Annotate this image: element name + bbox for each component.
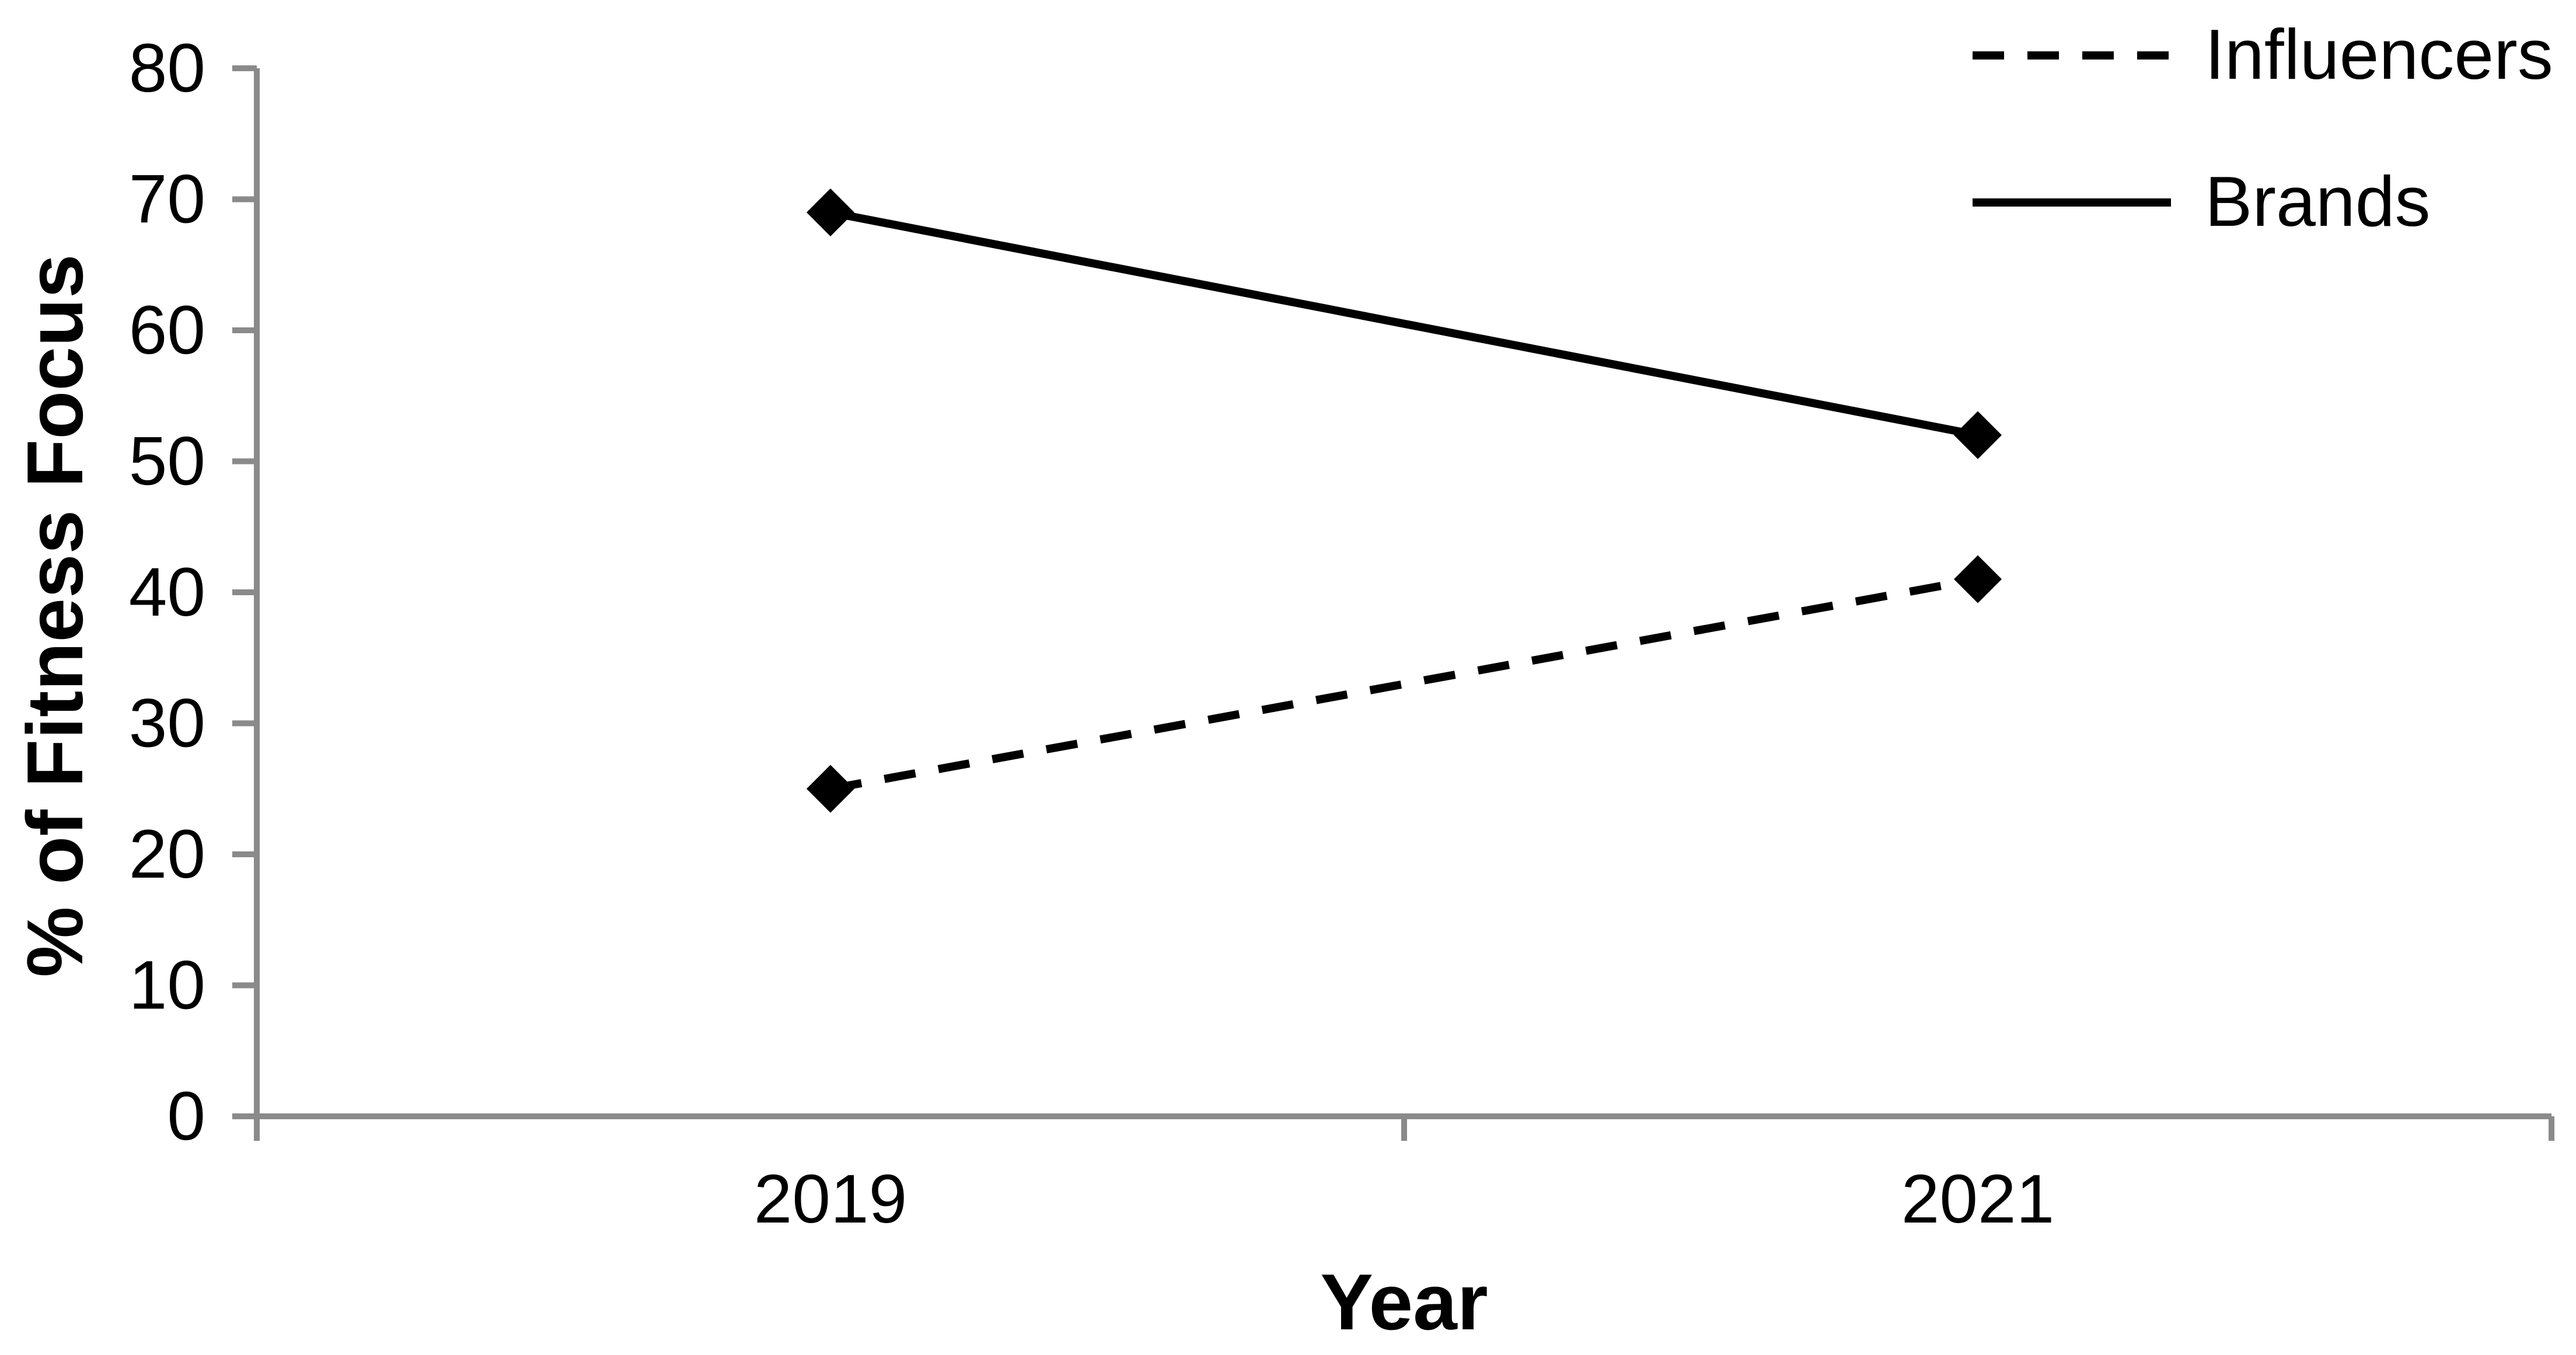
legend: Influencers Brands <box>1973 15 2553 241</box>
x-tick-label: 2019 <box>754 1161 907 1238</box>
legend-label: Influencers <box>2205 15 2553 94</box>
data-point-marker-influencers <box>1953 555 2002 603</box>
y-tick-label: 30 <box>129 685 205 762</box>
y-tick-label: 20 <box>129 816 205 893</box>
x-tick-label: 2021 <box>1901 1161 2055 1238</box>
y-tick-label: 10 <box>129 947 205 1024</box>
series-line-brands <box>829 208 1979 439</box>
data-point-marker-brands <box>806 188 855 236</box>
y-tick-label: 40 <box>129 554 205 631</box>
series-line-influencers <box>829 575 1979 793</box>
legend-label: Brands <box>2205 162 2431 241</box>
x-axis-title: Year <box>1320 1258 1488 1346</box>
y-tick-label: 0 <box>167 1078 205 1155</box>
legend-item-influencers: Influencers <box>1973 15 2553 94</box>
data-point-marker-brands <box>1953 411 2002 459</box>
legend-item-brands: Brands <box>1973 162 2431 241</box>
y-axis-title: % of Fitness Focus <box>11 254 99 977</box>
y-tick-label: 50 <box>129 423 205 500</box>
y-tick-label: 80 <box>129 30 205 107</box>
y-tick-label: 70 <box>129 161 205 238</box>
y-tick-label: 60 <box>129 292 205 369</box>
data-point-marker-influencers <box>806 764 855 813</box>
axes <box>232 65 2554 1141</box>
